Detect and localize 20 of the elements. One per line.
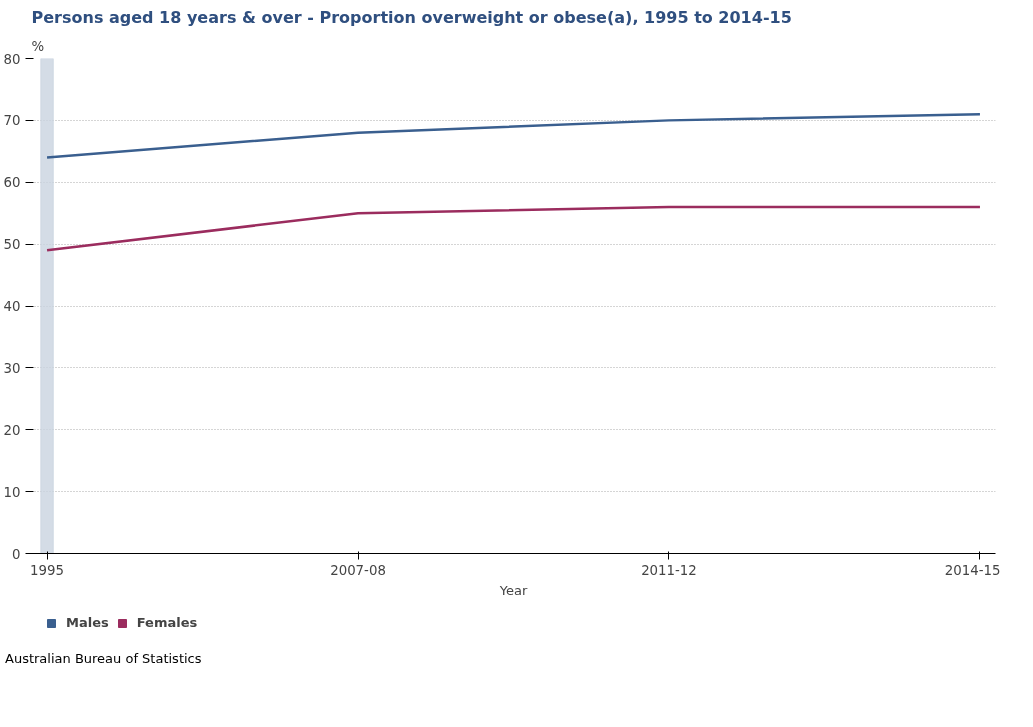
y-tick-label: 60	[3, 175, 21, 191]
x-tick-label: 2011-12	[641, 562, 697, 578]
x-axis-title: Year	[498, 582, 528, 598]
text: Australian Bureau of Statistics	[5, 650, 202, 668]
legend-label: Males	[66, 615, 109, 630]
y-tick-label: 0	[12, 546, 21, 562]
y-tick-label: 10	[3, 484, 21, 500]
y-tick-label: 70	[3, 113, 21, 129]
x-tick-label: 2007-08	[330, 562, 386, 578]
legend-label: Females	[136, 615, 198, 630]
x-tick-label: 1995	[30, 562, 65, 578]
y-axis-title: %	[31, 38, 45, 54]
x-tick-label: 2014-15	[944, 562, 1001, 578]
y-tick-label: 50	[3, 237, 21, 253]
y-tick-label: 20	[3, 422, 21, 438]
y-tick-label: 80	[3, 51, 21, 67]
y-tick-label: 30	[3, 360, 21, 376]
chart-title: Persons aged 18 years & over - Proportion overweight or obese(a), 1995 to 2014-15	[31, 7, 792, 27]
y-tick-label: 40	[3, 299, 21, 314]
line-series	[45, 112, 982, 159]
